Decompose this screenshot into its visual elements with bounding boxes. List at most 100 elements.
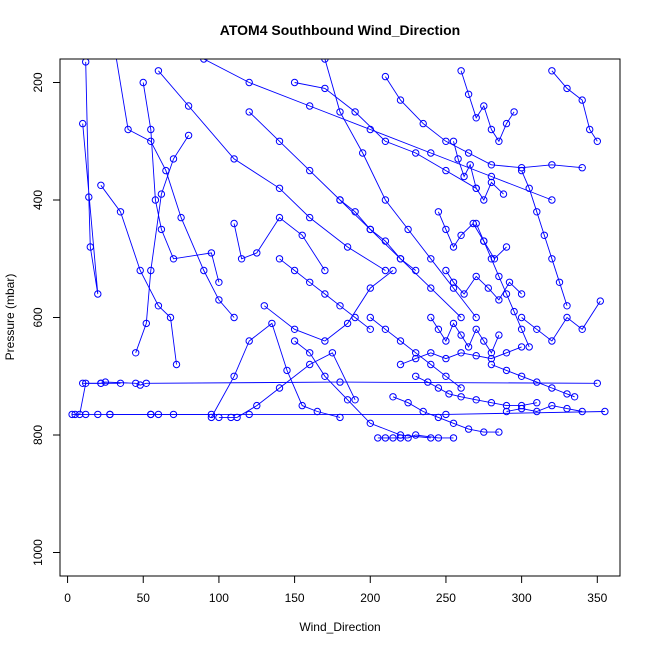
x-axis-label: Wind_Direction <box>299 620 380 634</box>
series-line <box>115 59 235 318</box>
data-point <box>184 102 193 110</box>
series-line <box>551 70 598 142</box>
data-point <box>434 384 443 392</box>
data-point <box>510 108 518 116</box>
series-line <box>294 82 477 189</box>
data-point <box>517 404 526 413</box>
data-point <box>449 319 458 328</box>
data-point <box>275 137 284 146</box>
series-21 <box>434 208 511 263</box>
data-point <box>101 378 110 386</box>
data-point <box>548 337 556 345</box>
data-point <box>169 155 178 163</box>
data-point <box>321 290 329 298</box>
data-point <box>480 237 488 245</box>
data-point <box>502 290 511 298</box>
data-point <box>487 255 496 263</box>
data-point <box>517 372 526 380</box>
data-point <box>116 379 125 387</box>
series-line <box>82 381 598 386</box>
data-point <box>290 325 299 333</box>
data-point <box>472 313 480 322</box>
data-point <box>290 78 299 87</box>
series-11 <box>215 349 359 422</box>
data-point <box>487 161 496 169</box>
data-point <box>389 266 397 275</box>
data-point <box>283 366 291 375</box>
series-line <box>135 135 189 353</box>
data-point <box>434 325 443 333</box>
data-point <box>306 278 314 286</box>
data-point <box>366 325 374 333</box>
data-point <box>464 425 473 433</box>
data-point <box>359 149 367 157</box>
data-point <box>321 84 329 93</box>
series-line <box>109 411 605 415</box>
data-point <box>472 396 480 404</box>
data-point <box>230 313 238 322</box>
series-7 <box>139 78 223 286</box>
series-13 <box>154 67 390 275</box>
data-point <box>442 225 450 234</box>
data-point <box>434 413 443 422</box>
data-point <box>298 231 306 240</box>
data-point <box>200 59 208 63</box>
y-tick-label: 200 <box>31 72 45 92</box>
data-point <box>343 243 352 251</box>
data-point <box>147 125 155 134</box>
y-tick-label: 600 <box>31 307 45 327</box>
data-point <box>533 407 541 416</box>
data-point <box>147 410 155 419</box>
data-point <box>321 266 329 275</box>
series-4 <box>106 407 609 419</box>
data-point <box>306 360 314 369</box>
series-line <box>370 317 462 389</box>
data-point <box>381 137 390 146</box>
series-9 <box>207 319 344 422</box>
data-point <box>97 379 105 387</box>
data-point <box>427 284 435 292</box>
data-point <box>275 184 284 193</box>
data-point <box>94 410 102 419</box>
series-19 <box>427 313 503 357</box>
series-line <box>506 405 583 412</box>
data-point <box>157 190 166 198</box>
data-point <box>517 290 526 298</box>
data-point <box>454 155 462 163</box>
data-point <box>548 401 556 410</box>
data-point <box>321 59 329 63</box>
data-point <box>472 352 480 360</box>
data-point <box>328 349 337 357</box>
data-point <box>427 149 435 157</box>
data-point <box>260 302 268 310</box>
series-0 <box>79 59 102 298</box>
data-point <box>396 360 405 369</box>
data-point <box>86 243 95 251</box>
data-point <box>578 96 586 104</box>
data-point <box>253 249 261 257</box>
data-point <box>412 431 420 439</box>
data-point <box>442 166 450 175</box>
series-15 <box>374 431 458 442</box>
data-point <box>464 90 473 99</box>
data-point <box>502 119 511 128</box>
data-point <box>142 319 151 328</box>
data-point <box>215 413 223 422</box>
data-point <box>495 296 503 304</box>
data-point <box>207 413 216 422</box>
data-point <box>578 407 586 416</box>
data-point <box>563 390 571 398</box>
data-point <box>457 231 465 240</box>
data-point <box>79 379 87 387</box>
data-point <box>427 360 435 369</box>
data-point <box>472 325 480 333</box>
data-point <box>442 410 450 419</box>
data-point <box>381 237 390 245</box>
series-26 <box>517 297 604 345</box>
data-point <box>154 67 163 75</box>
data-point <box>396 337 405 345</box>
data-point <box>601 407 609 416</box>
data-point <box>449 278 458 286</box>
data-point <box>245 78 253 87</box>
